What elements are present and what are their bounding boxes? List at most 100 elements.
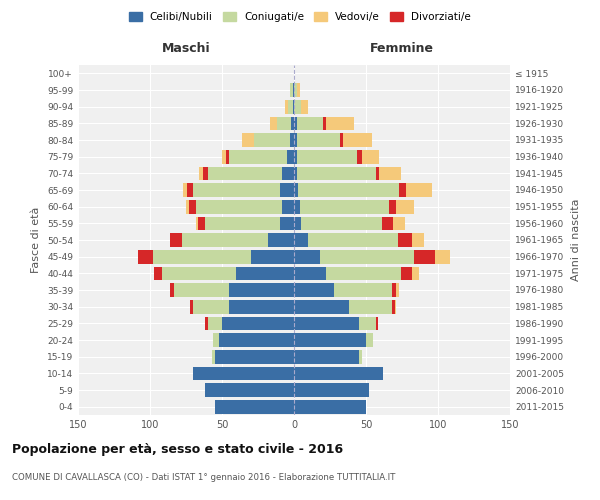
Bar [287, 150, 294, 164]
Bar [288, 100, 293, 114]
Bar [376, 316, 377, 330]
Bar [189, 200, 196, 213]
Bar [412, 233, 424, 247]
Bar [193, 366, 294, 380]
Bar [413, 250, 435, 264]
Bar [359, 350, 362, 364]
Bar [251, 250, 294, 264]
Bar [294, 350, 359, 364]
Bar [293, 83, 294, 97]
Bar [392, 283, 396, 297]
Bar [301, 100, 308, 114]
Bar [320, 250, 413, 264]
Bar [340, 133, 343, 147]
Bar [294, 266, 326, 280]
Bar [412, 266, 419, 280]
Bar [294, 166, 297, 180]
Bar [236, 266, 294, 280]
Legend: Celibi/Nubili, Coniugati/e, Vedovi/e, Divorziati/e: Celibi/Nubili, Coniugati/e, Vedovi/e, Di… [125, 8, 475, 26]
Bar [215, 400, 294, 413]
Bar [392, 300, 395, 314]
Bar [182, 233, 268, 247]
Bar [291, 116, 294, 130]
Bar [242, 133, 254, 147]
Bar [229, 283, 294, 297]
Bar [294, 233, 308, 247]
Bar [254, 133, 290, 147]
Bar [379, 166, 401, 180]
Bar [326, 116, 355, 130]
Text: Popolazione per età, sesso e stato civile - 2016: Popolazione per età, sesso e stato civil… [12, 442, 343, 456]
Bar [161, 266, 236, 280]
Bar [268, 233, 294, 247]
Bar [196, 200, 283, 213]
Bar [294, 250, 320, 264]
Bar [229, 300, 294, 314]
Bar [301, 216, 382, 230]
Bar [294, 316, 359, 330]
Bar [399, 183, 406, 197]
Bar [190, 300, 193, 314]
Bar [366, 333, 373, 347]
Bar [362, 150, 379, 164]
Bar [308, 233, 398, 247]
Bar [293, 100, 294, 114]
Bar [297, 150, 358, 164]
Text: COMUNE DI CAVALLASCA (CO) - Dati ISTAT 1° gennaio 2016 - Elaborazione TUTTITALIA: COMUNE DI CAVALLASCA (CO) - Dati ISTAT 1… [12, 472, 395, 482]
Bar [193, 183, 280, 197]
Bar [290, 133, 294, 147]
Bar [359, 316, 376, 330]
Y-axis label: Anni di nascita: Anni di nascita [571, 198, 581, 281]
Bar [326, 266, 401, 280]
Bar [290, 83, 293, 97]
Bar [170, 233, 182, 247]
Bar [199, 166, 203, 180]
Bar [294, 116, 297, 130]
Bar [395, 300, 396, 314]
Bar [153, 250, 251, 264]
Bar [294, 150, 297, 164]
Bar [154, 266, 161, 280]
Bar [398, 233, 412, 247]
Text: Femmine: Femmine [370, 42, 434, 55]
Bar [205, 316, 208, 330]
Bar [205, 383, 294, 397]
Bar [297, 83, 300, 97]
Bar [197, 216, 205, 230]
Bar [183, 183, 187, 197]
Bar [170, 283, 175, 297]
Bar [226, 150, 229, 164]
Bar [294, 283, 334, 297]
Bar [277, 116, 291, 130]
Bar [297, 116, 323, 130]
Bar [208, 166, 283, 180]
Bar [376, 166, 379, 180]
Bar [203, 166, 208, 180]
Bar [396, 283, 399, 297]
Bar [294, 300, 349, 314]
Bar [294, 83, 297, 97]
Bar [139, 250, 153, 264]
Bar [219, 333, 294, 347]
Bar [294, 383, 369, 397]
Bar [215, 350, 294, 364]
Bar [294, 216, 301, 230]
Bar [298, 183, 399, 197]
Bar [358, 150, 362, 164]
Bar [196, 216, 197, 230]
Bar [193, 300, 229, 314]
Bar [214, 333, 219, 347]
Bar [396, 200, 413, 213]
Bar [343, 133, 372, 147]
Bar [229, 150, 287, 164]
Bar [187, 183, 193, 197]
Bar [401, 266, 412, 280]
Bar [406, 183, 432, 197]
Bar [334, 283, 392, 297]
Bar [286, 100, 288, 114]
Bar [280, 216, 294, 230]
Bar [394, 216, 405, 230]
Bar [294, 183, 298, 197]
Bar [294, 200, 300, 213]
Bar [283, 200, 294, 213]
